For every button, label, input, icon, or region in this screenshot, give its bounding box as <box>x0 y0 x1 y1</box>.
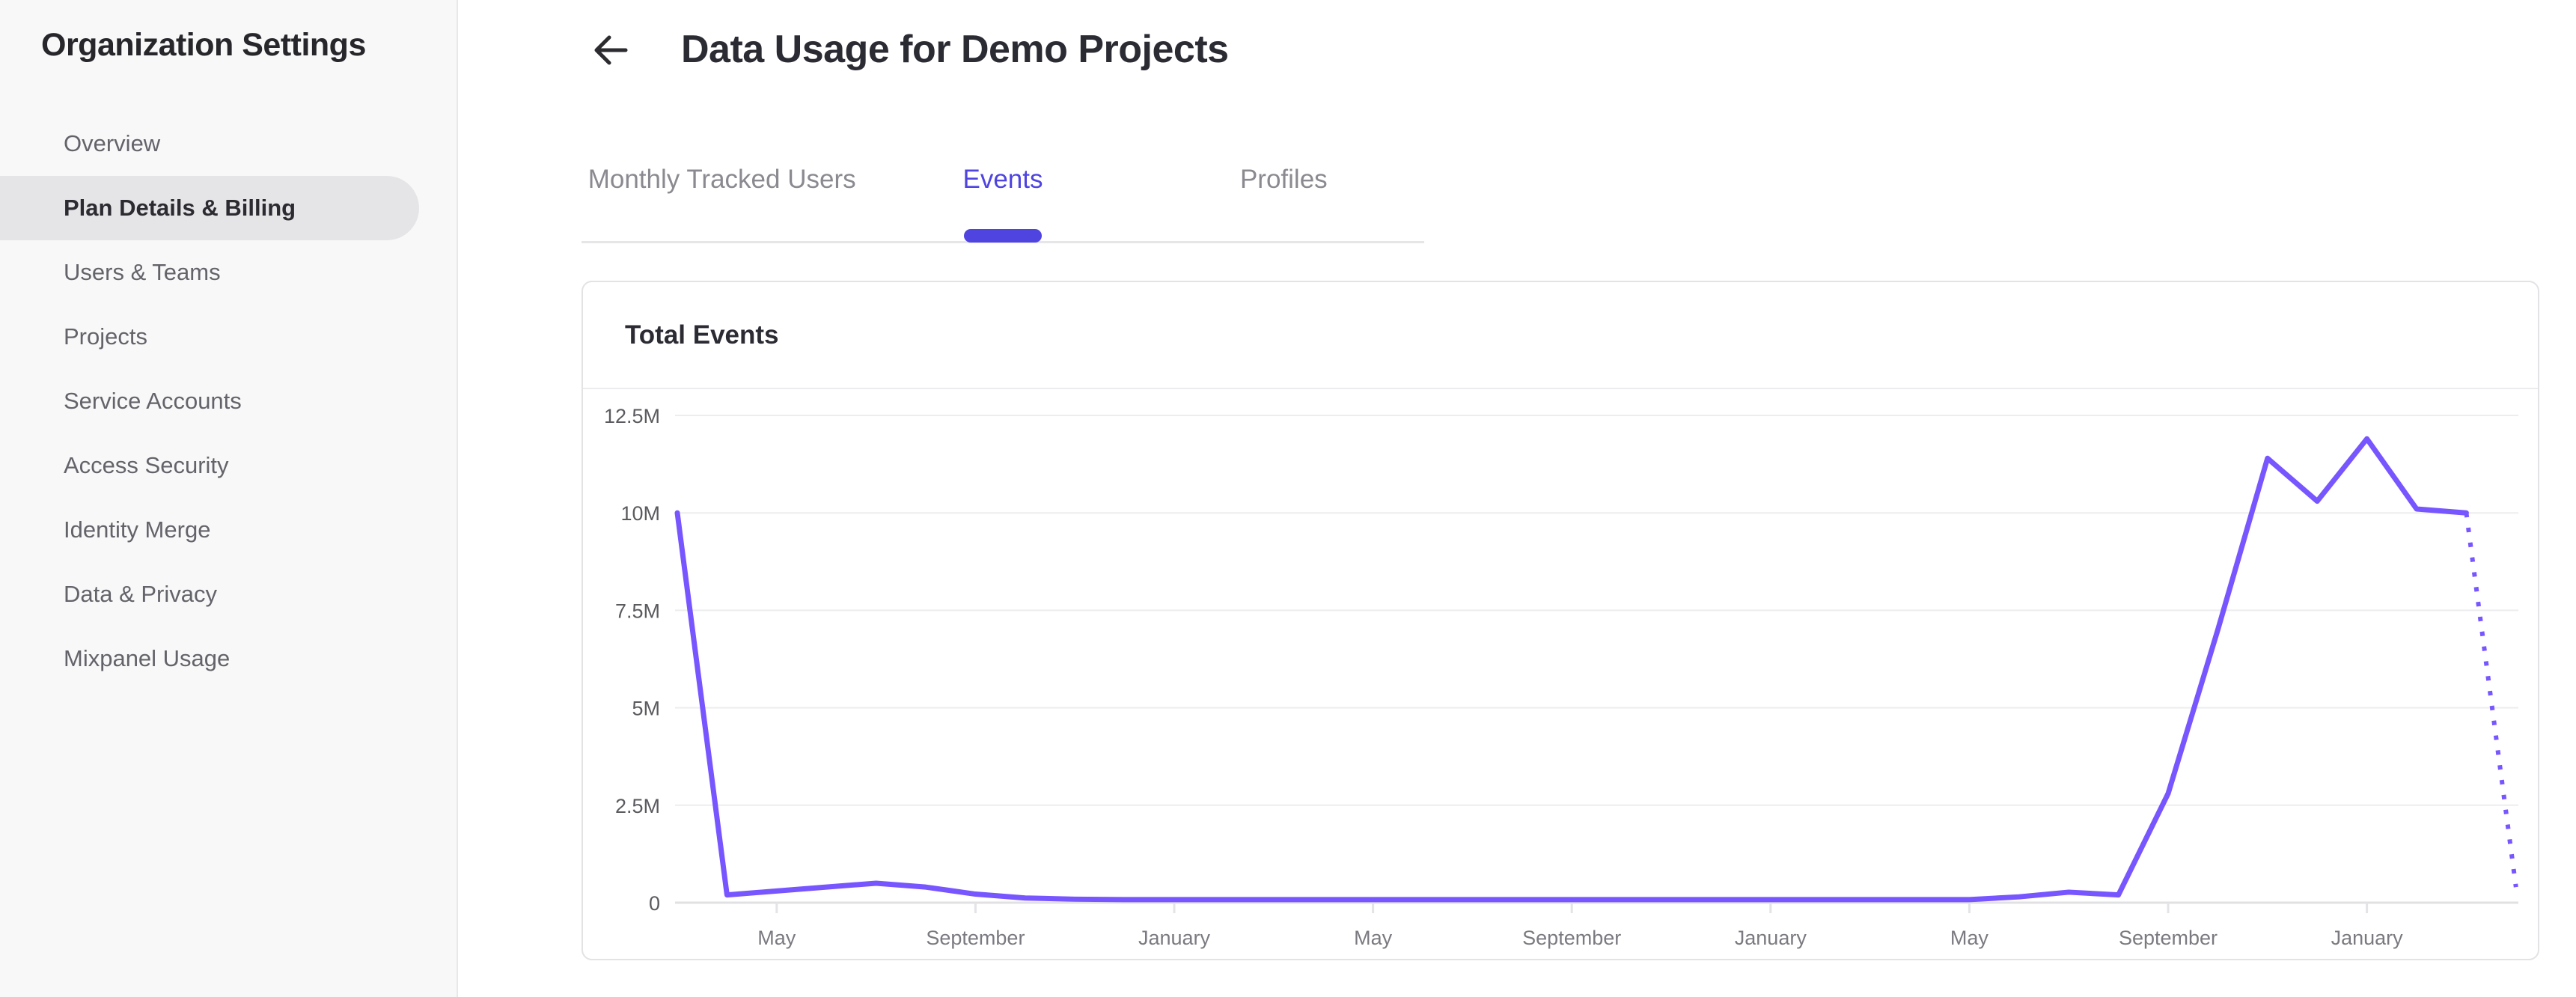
sidebar: Organization Settings Overview Plan Deta… <box>0 0 458 997</box>
svg-text:September: September <box>1522 927 1621 949</box>
svg-text:January: January <box>1735 927 1807 949</box>
svg-text:10M: 10M <box>620 502 660 525</box>
back-button[interactable] <box>588 28 632 72</box>
tab-label: Profiles <box>1239 165 1328 194</box>
main-content: Data Usage for Demo Projects Monthly Tra… <box>460 0 2576 997</box>
tab-label: Events <box>962 165 1043 194</box>
tab-profiles[interactable]: Profiles <box>1144 142 1424 241</box>
page-title: Data Usage for Demo Projects <box>681 28 1229 71</box>
chart-area: 12.5M 10M 7.5M 5M 2.5M 0 May September January Ma… <box>583 389 2538 959</box>
sidebar-item-identity-merge[interactable]: Identity Merge <box>64 516 211 543</box>
sidebar-title: Organization Settings <box>41 27 366 63</box>
total-events-card: Total Events 12.5M 10M 7.5M 5M 2.5M 0 May Septe… <box>582 281 2539 960</box>
active-tab-indicator <box>963 229 1042 243</box>
tab-label: Monthly Tracked Users <box>587 165 856 194</box>
svg-text:12.5M: 12.5M <box>604 405 660 427</box>
svg-text:January: January <box>2331 927 2404 949</box>
svg-text:September: September <box>2119 927 2218 949</box>
tab-events[interactable]: Events <box>862 142 1143 243</box>
sidebar-item-overview[interactable]: Overview <box>64 130 161 156</box>
sidebar-item-users-teams[interactable]: Users & Teams <box>64 259 221 285</box>
back-arrow-icon <box>594 35 628 65</box>
tab-bar: Monthly Tracked Users Events Profiles <box>582 142 1424 243</box>
tab-monthly-tracked-users[interactable]: Monthly Tracked Users <box>582 142 862 241</box>
svg-text:September: September <box>926 927 1025 949</box>
sidebar-item-access-security[interactable]: Access Security <box>64 452 229 478</box>
sidebar-item-service-accounts[interactable]: Service Accounts <box>64 388 242 414</box>
svg-text:2.5M: 2.5M <box>615 795 660 817</box>
svg-text:May: May <box>1950 927 1989 949</box>
card-title: Total Events <box>625 320 779 350</box>
events-chart: 12.5M 10M 7.5M 5M 2.5M 0 May September January Ma… <box>604 405 2518 949</box>
sidebar-item-data-privacy[interactable]: Data & Privacy <box>64 581 218 607</box>
svg-text:5M: 5M <box>632 698 660 720</box>
sidebar-item-plan-details-billing[interactable]: Plan Details & Billing <box>0 176 419 240</box>
svg-text:0: 0 <box>649 892 660 915</box>
sidebar-item-projects[interactable]: Projects <box>64 323 147 350</box>
sidebar-item-mixpanel-usage[interactable]: Mixpanel Usage <box>64 645 231 671</box>
svg-text:January: January <box>1138 927 1211 949</box>
svg-text:7.5M: 7.5M <box>615 600 660 622</box>
svg-text:May: May <box>1354 927 1393 949</box>
sidebar-nav: Overview Plan Details & Billing Users & … <box>0 112 458 691</box>
card-header: Total Events <box>583 282 2538 389</box>
svg-text:May: May <box>757 927 796 949</box>
